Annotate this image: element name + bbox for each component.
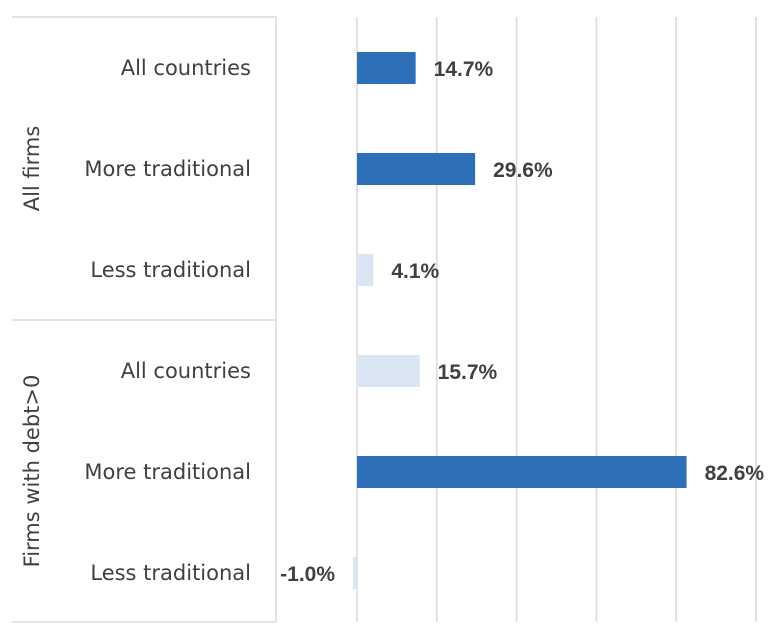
category-label: All countries	[121, 359, 251, 383]
data-label: 14.7%	[434, 58, 494, 81]
bar	[357, 456, 687, 488]
bars	[353, 52, 687, 589]
category-label: More traditional	[84, 157, 251, 181]
data-label: 82.6%	[705, 462, 765, 485]
data-label: 4.1%	[391, 260, 439, 283]
group-labels: All firms Firms with debt>0	[20, 126, 44, 568]
data-label: -1.0%	[280, 563, 335, 586]
data-label: 29.6%	[493, 159, 553, 182]
category-label: Less traditional	[90, 258, 251, 282]
bar	[357, 153, 476, 185]
bar	[357, 254, 374, 286]
bar	[357, 52, 416, 84]
group-label: All firms	[20, 126, 44, 212]
data-label: 15.7%	[438, 361, 498, 384]
bar	[353, 557, 357, 589]
category-label: Less traditional	[90, 561, 251, 585]
gridlines	[356, 17, 757, 622]
category-label: All countries	[121, 56, 251, 80]
category-labels: All countries More traditional Less tradit…	[84, 56, 251, 585]
group-label: Firms with debt>0	[20, 375, 44, 568]
category-axis-frame	[12, 16, 277, 623]
category-label: More traditional	[84, 460, 251, 484]
data-labels: 14.7% 29.6% 4.1% 15.7% 82.6% -1.0%	[280, 58, 764, 586]
bar	[357, 355, 420, 387]
